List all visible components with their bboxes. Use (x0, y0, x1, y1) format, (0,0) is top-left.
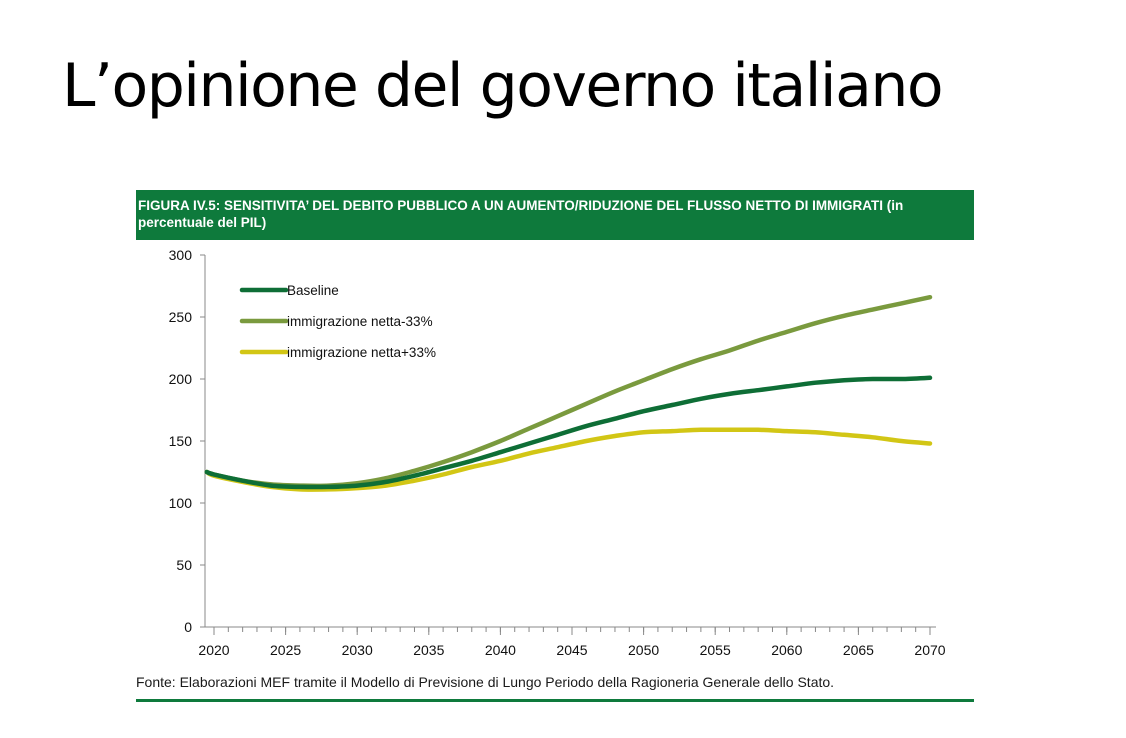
x-tick-label: 2055 (700, 642, 731, 658)
x-tick-label: 2035 (413, 642, 444, 658)
y-tick-label: 150 (169, 433, 193, 449)
x-tick-label: 2025 (270, 642, 301, 658)
y-tick-label: 300 (169, 247, 193, 263)
legend-label: immigrazione netta-33% (287, 314, 433, 329)
source-divider (136, 699, 974, 702)
y-tick-label: 100 (169, 495, 193, 511)
x-tick-label: 2065 (843, 642, 874, 658)
series-line (204, 375, 933, 490)
x-tick-label: 2040 (485, 642, 516, 658)
figure-header: FIGURA IV.5: SENSITIVITA’ DEL DEBITO PUB… (136, 190, 974, 240)
y-tick-label: 50 (176, 557, 192, 573)
slide-title: L’opinione del governo italiano (62, 51, 944, 121)
series-line (204, 427, 933, 492)
x-tick-label: 2030 (342, 642, 373, 658)
x-tick-label: 2050 (628, 642, 659, 658)
legend-label: immigrazione netta+33% (287, 345, 436, 360)
x-tick-label: 2045 (556, 642, 587, 658)
x-tick-label: 2070 (914, 642, 945, 658)
y-tick-label: 250 (169, 309, 193, 325)
legend-label: Baseline (287, 283, 339, 298)
y-tick-label: 0 (184, 619, 192, 635)
x-tick-label: 2020 (198, 642, 229, 658)
x-tick-label: 2060 (771, 642, 802, 658)
y-tick-label: 200 (169, 371, 193, 387)
source-note: Fonte: Elaborazioni MEF tramite il Model… (136, 674, 835, 690)
